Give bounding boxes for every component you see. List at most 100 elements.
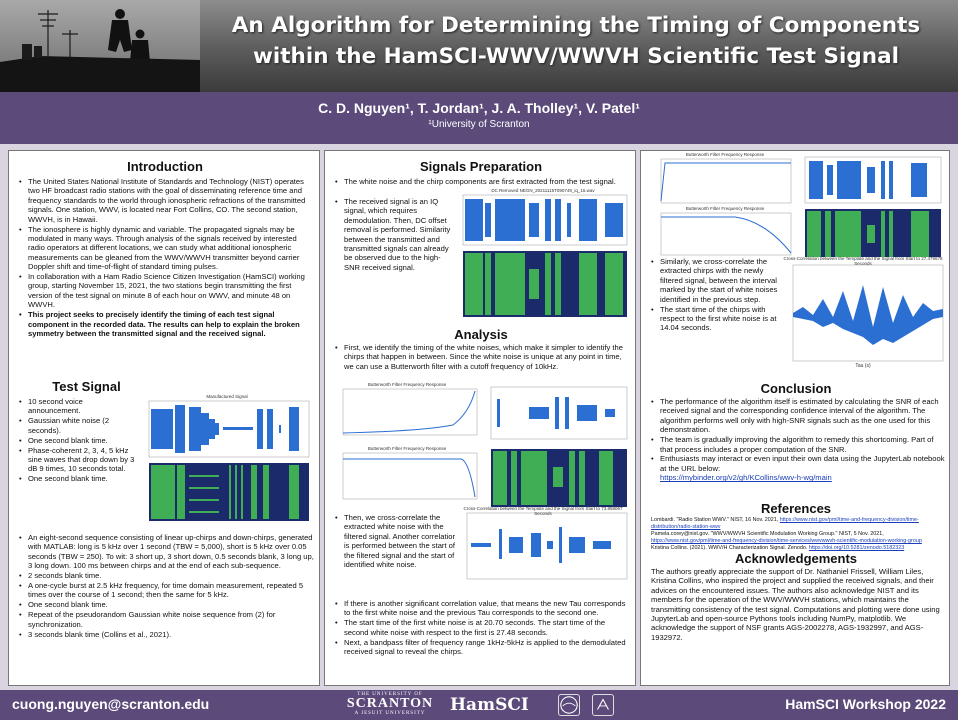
list-item: 3 seconds blank time (Collins et al., 20… [19,630,315,640]
list-item: If there is another significant correlat… [335,599,631,618]
xcorr-figure-white-noise: Cross-Correlation between the Template a… [455,506,631,587]
list-item: The ionosphere is highly dynamic and var… [19,225,315,272]
introduction-body: The United States National Institute of … [19,177,315,339]
figure-title: Butterworth Filter Frequency Response [367,382,447,387]
list-item: In collaboration with a Ham Radio Scienc… [19,272,315,310]
list-item: This project seeks to precisely identify… [19,310,315,338]
bandpass-signal-figure [801,153,945,207]
figure-title: Cross-Correlation between the Template a… [463,506,623,516]
list-item: Phase-coherent 2, 3, 4, 5 kHz sine waves… [19,446,137,474]
list-item: Next, a bandpass filter of frequency ran… [335,638,631,657]
xcorr-x-axis-label: Tau (s) [855,363,871,369]
conclusion-text: Enthusiasts may interact or even input t… [660,454,945,473]
analysis-results: If there is another significant correlat… [335,599,631,657]
references-body: Lombardi. "Radio Station WWV." NIST, 16 … [651,517,945,552]
author-list: C. D. Nguyen¹, T. Jordan¹, J. A. Tholley… [318,100,640,116]
conclusion-body: The performance of the algorithm itself … [651,397,945,483]
butterworth-response-plot-a [342,388,478,436]
list-item: Gaussian white noise (2 seconds). [19,416,137,435]
butterworth-response-figure-b: Butterworth Filter Frequency Response [333,446,481,507]
list-item: A one-cycle burst at 2.5 kHz frequency, … [19,581,315,600]
reference-text: Kristina Collins. (2021). WWV/H Characte… [651,545,809,551]
signals-preparation-intro: The white noise and the chirp components… [335,177,631,187]
butterworth-response-figure-a: Butterworth Filter Frequency Response [333,382,481,443]
dc-removed-figure: DC Removed NEGN_20211115T090749_iq_15.wa… [455,188,631,323]
analysis-intro: First, we identify the timing of the whi… [335,343,631,372]
list-item: One second blank time. [19,600,315,610]
list-item: The performance of the algorithm itself … [651,397,945,435]
analysis-title: Analysis [454,327,508,342]
references-title: References [760,501,832,516]
butterworth-response-plot-b [342,452,478,500]
list-item: The United States National Institute of … [19,177,315,224]
scranton-logo: THE UNIVERSITY OF SCRANTON A JESUIT UNIV… [340,692,440,716]
reference-item: Kristina Collins. (2021). WWV/H Characte… [651,545,945,552]
logo-text: THE UNIVERSITY OF [357,692,423,697]
reference-link[interactable]: https://www.nist.gov/pml/time-and-freque… [651,538,922,544]
filtered-signal-figure-a [485,383,631,443]
workshop-name: HamSCI Workshop 2022 [785,696,946,712]
author-bar: C. D. Nguyen¹, T. Jordan¹, J. A. Tholley… [0,92,958,144]
chirp-xcorr-text: Similarly, we cross-correlate the extrac… [651,257,779,333]
contact-email: cuong.nguyen@scranton.edu [12,696,210,712]
reference-link[interactable]: https://doi.org/10.5281/zenodo.5182323 [808,545,905,551]
antenna-silhouette-photo [0,0,200,92]
test-signal-title: Test Signal [52,379,121,394]
bandpass-response-figure-b: Butterworth Filter Frequency Response [655,206,795,259]
manufactured-signal-plot [148,400,310,521]
bandpass-signal-plot [804,156,942,204]
list-item: The received signal is an IQ signal, whi… [335,197,455,272]
acknowledgements-body: The authors greatly appreciate the suppo… [651,567,940,642]
filtered-signal-plot-a [490,386,628,440]
bandpass-spectrogram-figure [801,207,945,261]
poster-title: An Algorithm for Determining the Timing … [231,13,921,69]
signals-preparation-title: Signals Preparation [419,159,543,174]
reference-item: Lombardi. "Radio Station WWV." NIST, 16 … [651,517,945,531]
manufactured-signal-figure: Manufactured Signal [139,394,315,529]
figure-title: DC Removed NEGN_20211115T090749_iq_15.wa… [491,188,595,193]
xcorr-plot-chirps [792,264,944,362]
acknowledgements-title: Acknowledgements [734,551,858,566]
bandpass-response-plot-a [660,158,792,204]
column-right: Butterworth Filter Frequency Response Bu… [640,150,950,686]
list-item: The white noise and the chirp components… [335,177,631,187]
list-item: One second blank time. [19,474,137,484]
reference-text: Pamela.corey@nist.gov. "WWV/WWVH Scienti… [651,531,884,537]
dc-removed-plot [462,194,628,317]
list-item: Repeat of the pseudorandom Gaussian whit… [19,610,315,629]
conclusion-title: Conclusion [760,381,832,396]
partner-logo-icon [592,694,614,716]
bandpass-response-figure-a: Butterworth Filter Frequency Response [655,152,795,207]
list-item: Similarly, we cross-correlate the extrac… [651,257,779,304]
list-item: An eight-second sequence consisting of l… [19,533,315,571]
figure-title: Butterworth Filter Frequency Response [685,206,765,211]
list-item: Enthusiasts may interact or even input t… [651,454,945,482]
figure-title: Cross-Correlation between the Template a… [783,256,943,266]
bandpass-response-plot-b [660,212,792,256]
list-item: The start time of the first white noise … [335,618,631,637]
affiliation: ¹University of Scranton [428,119,530,130]
list-item: The start time of the chirps with respec… [651,305,779,333]
jupyter-notebook-link[interactable]: https://mybinder.org/v2/gh/KCollins/wwv-… [660,473,832,483]
sponsor-logos: THE UNIVERSITY OF SCRANTON A JESUIT UNIV… [340,692,630,718]
column-middle: Signals Preparation The white noise and … [324,150,636,686]
list-item: 2 seconds blank time. [19,571,315,581]
poster-footer: cuong.nguyen@scranton.edu THE UNIVERSITY… [0,690,958,720]
introduction-title: Introduction [127,159,203,174]
filtered-spectrogram-plot [491,449,627,507]
filtered-spectrogram-figure [485,447,631,509]
xcorr-figure-chirps: Cross-Correlation between the Template a… [779,256,947,375]
figure-title: Butterworth Filter Frequency Response [367,446,447,451]
list-item: One second blank time. [19,436,137,446]
reference-item: Pamela.corey@nist.gov. "WWV/WWVH Scienti… [651,531,945,545]
column-left: Introduction The United States National … [8,150,320,686]
list-item: The team is gradually improving the algo… [651,435,945,454]
signals-preparation-body: The received signal is an IQ signal, whi… [335,197,455,273]
figure-title: Butterworth Filter Frequency Response [685,152,765,157]
reference-text: Lombardi. "Radio Station WWV." NIST, 16 … [651,517,780,523]
analysis-xcorr-text: Then, we cross-correlate the extracted w… [335,513,459,570]
logo-text: SCRANTON [346,696,434,711]
list-item: 10 second voice announcement. [19,397,137,416]
reference-link[interactable]: https://www.nist.gov/pml/time-and-freque… [651,517,919,530]
test-signal-long-list: An eight-second sequence consisting of l… [19,533,315,639]
